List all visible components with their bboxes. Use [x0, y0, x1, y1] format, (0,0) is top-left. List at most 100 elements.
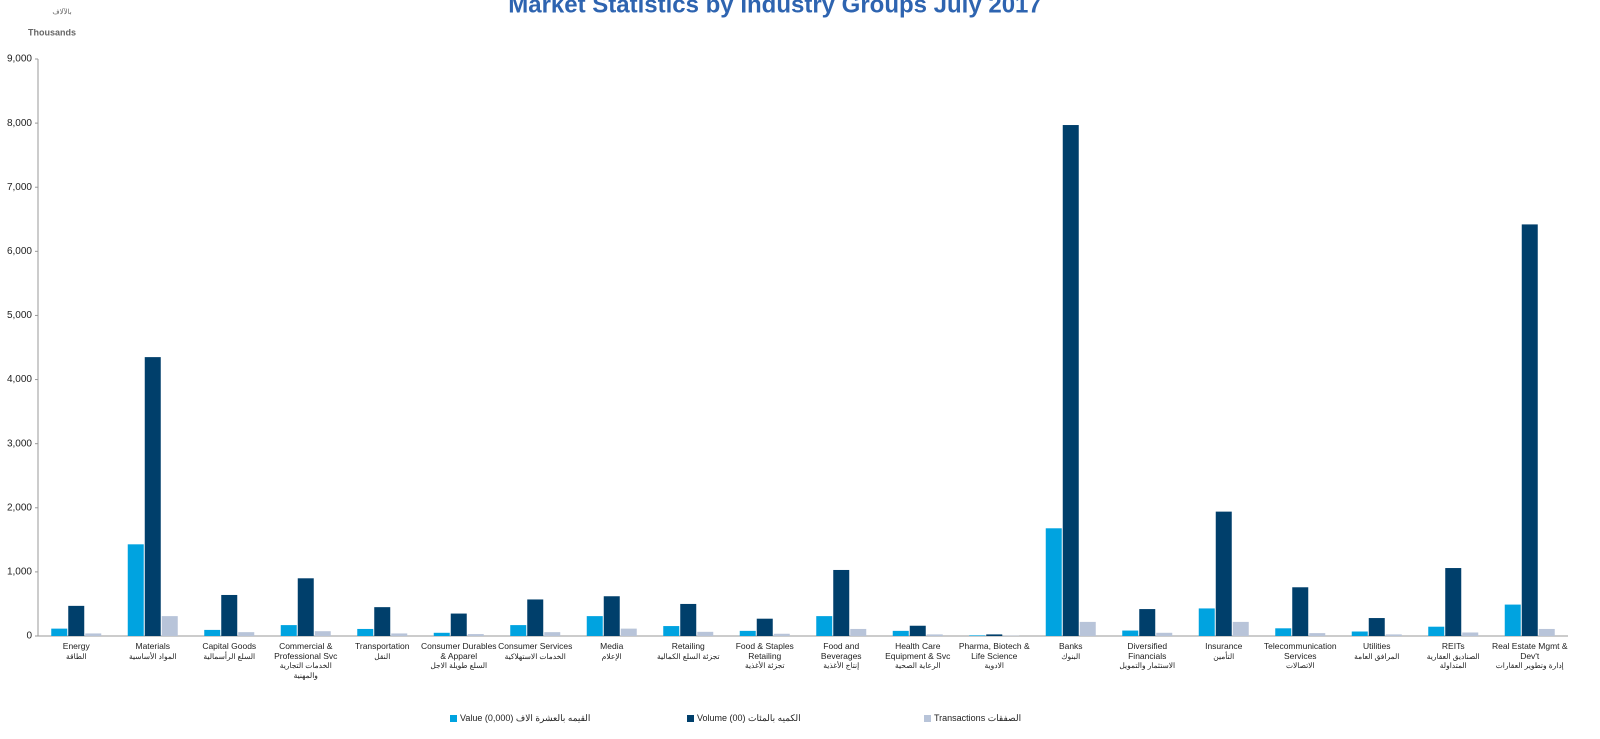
category-ar: البنوك	[1061, 651, 1081, 661]
bar	[697, 631, 714, 636]
bar	[51, 628, 68, 636]
bar	[833, 569, 850, 636]
category-en: Transportation	[355, 641, 410, 651]
bar	[144, 357, 161, 636]
category-en: Diversified Financials	[1127, 641, 1168, 661]
bar	[850, 628, 867, 636]
legend-item: Value (0,000) القيمه بالعشرة الاف	[450, 713, 590, 724]
bar	[1198, 608, 1215, 636]
category-ar: إنتاج الأغذية	[823, 661, 860, 670]
x-tick-label: Insurance التأمين	[1186, 641, 1263, 661]
bar	[1139, 609, 1156, 636]
bar	[1462, 632, 1479, 636]
bar	[527, 599, 544, 636]
y-tick-label: 9,000	[7, 54, 32, 65]
category-ar: السلع طويلة الاجل	[430, 661, 488, 670]
category-ar: الاتصالات	[1285, 661, 1315, 670]
bar	[510, 625, 527, 636]
x-tick-label: Capital Goods السلع الرأسمالية	[191, 641, 268, 661]
x-tick-label: Telecommunication Services الاتصالات	[1262, 641, 1339, 671]
bar	[986, 634, 1003, 636]
legend-swatch	[450, 715, 457, 722]
bar	[926, 634, 943, 636]
bar	[892, 630, 909, 636]
category-en: Consumer Durables & Apparel	[420, 641, 497, 661]
category-en: Capital Goods	[202, 641, 257, 651]
y-axis-label-ar: بالآلاف	[52, 7, 71, 16]
y-tick-label: 0	[26, 631, 32, 642]
category-en: Utilities	[1363, 641, 1391, 651]
category-ar: تجزئة السلع الكمالية	[656, 651, 720, 661]
bar	[1538, 628, 1555, 636]
legend-swatch	[687, 715, 694, 722]
category-ar: الإعلام	[601, 651, 622, 661]
category-ar: النقل	[374, 651, 391, 661]
bar	[969, 635, 986, 636]
bar	[620, 628, 637, 636]
category-ar: الصناديق العقارية المتداولة	[1426, 651, 1480, 671]
x-tick-label: Transportation النقل	[344, 641, 421, 661]
legend-item: Volume (00) الكميه بالمئات	[687, 713, 801, 724]
category-en: Food & Staples Retailing	[735, 641, 794, 661]
y-tick-label: 5,000	[7, 310, 32, 321]
category-ar: المرافق العامة	[1354, 651, 1400, 661]
y-tick-label: 6,000	[7, 246, 32, 257]
bar	[357, 628, 374, 636]
bar	[680, 603, 697, 636]
bar	[1428, 626, 1445, 636]
bar	[544, 632, 561, 636]
bar	[1351, 631, 1368, 636]
bar	[1368, 618, 1385, 636]
bar	[1445, 568, 1462, 636]
category-ar: الخدمات الاستهلاكية	[504, 651, 566, 661]
bar	[1232, 621, 1249, 636]
bar	[1062, 125, 1079, 636]
x-tick-label: Materials المواد الأساسية	[115, 641, 192, 661]
category-en: Media	[600, 641, 624, 651]
bar	[467, 634, 484, 636]
x-tick-label: Consumer Services الخدمات الاستهلاكية	[497, 641, 574, 661]
bar	[374, 607, 391, 636]
category-ar: الادوية	[984, 661, 1004, 670]
y-tick-label: 3,000	[7, 438, 32, 449]
bar	[127, 544, 144, 636]
category-ar: المواد الأساسية	[128, 651, 177, 661]
bar	[1156, 632, 1173, 636]
x-tick-label: Banks البنوك	[1033, 641, 1110, 661]
x-tick-label: Pharma, Biotech & Life Science الادوية	[956, 641, 1033, 671]
x-tick-label: Utilities المرافق العامة	[1339, 641, 1416, 661]
category-en: Pharma, Biotech & Life Science	[958, 641, 1030, 661]
y-tick-label: 8,000	[7, 118, 32, 129]
bar	[1079, 621, 1096, 636]
category-en: Commercial & Professional Svc	[274, 641, 338, 661]
bar	[756, 618, 773, 636]
y-axis-label: Thousands	[28, 27, 76, 37]
bar	[739, 630, 756, 636]
legend-label: Value (0,000) القيمه بالعشرة الاف	[460, 713, 591, 723]
x-tick-label: Diversified Financials الاستثمار والتمويل	[1109, 641, 1186, 671]
x-tick-label: Food and Beverages إنتاج الأغذية	[803, 641, 880, 671]
category-en: Banks	[1058, 641, 1083, 651]
x-tick-label: Retailing تجزئة السلع الكمالية	[650, 641, 727, 661]
bar	[663, 626, 680, 636]
bar	[221, 594, 238, 636]
y-tick-label: 1,000	[7, 567, 32, 578]
bar	[586, 616, 603, 636]
category-en: Retailing	[671, 641, 705, 651]
y-tick-label: 2,000	[7, 502, 32, 513]
bar	[68, 605, 85, 636]
bar	[450, 613, 467, 636]
category-en: Telecommunication Services	[1263, 641, 1337, 661]
category-ar: الخدمات التجارية والمهنية	[279, 661, 332, 680]
bar	[85, 633, 102, 636]
chart-title: Market Statistics by Industry Groups Jul…	[508, 0, 1042, 18]
bar	[1309, 633, 1326, 636]
bar	[1385, 634, 1402, 636]
x-tick-label: Energy الطاقة	[38, 641, 115, 661]
bar	[297, 578, 314, 636]
category-ar: الطاقة	[66, 651, 87, 661]
category-en: REITs	[1441, 641, 1465, 651]
category-en: Materials	[135, 641, 170, 651]
